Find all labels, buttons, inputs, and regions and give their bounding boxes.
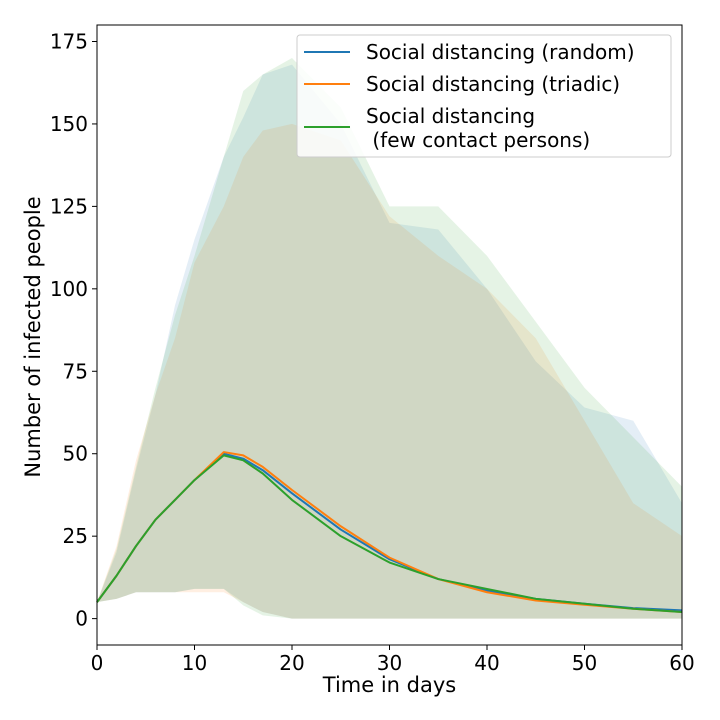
y-tick-label: 0 (75, 607, 88, 631)
x-tick-label: 30 (377, 651, 402, 675)
x-axis-label: Time in days (322, 673, 456, 697)
y-tick-label: 150 (50, 112, 88, 136)
y-tick-label: 125 (50, 194, 88, 218)
y-tick-label: 100 (50, 277, 88, 301)
confidence-band-1 (97, 64, 682, 619)
legend-label-3: Social distancing (few contact persons) (366, 104, 590, 152)
legend-label-2: Social distancing (triadic) (366, 72, 620, 96)
legend-label-1: Social distancing (random) (366, 40, 635, 64)
y-tick-label: 75 (63, 359, 88, 383)
confidence-bands (97, 57, 682, 619)
confidence-band-3 (97, 57, 682, 619)
x-tick-label: 10 (182, 651, 207, 675)
y-axis: 0 25 50 75 100 125 150 175 (50, 29, 97, 631)
y-axis-label: Number of infected people (21, 196, 45, 477)
series-line-3 (96, 454, 683, 614)
legend: Social distancing (random) Social distanc… (296, 34, 672, 158)
x-tick-label: 60 (669, 651, 694, 675)
legend-box (296, 34, 672, 158)
y-tick-label: 175 (50, 29, 88, 53)
confidence-band-2 (97, 123, 682, 619)
x-axis: 0 10 20 30 40 50 60 (91, 645, 695, 675)
series-lines (96, 451, 683, 614)
x-tick-label: 50 (572, 651, 597, 675)
y-tick-label: 25 (63, 524, 88, 548)
y-tick-label: 50 (63, 442, 88, 466)
x-tick-label: 40 (474, 651, 499, 675)
x-tick-label: 20 (279, 651, 304, 675)
x-tick-label: 0 (91, 651, 104, 675)
